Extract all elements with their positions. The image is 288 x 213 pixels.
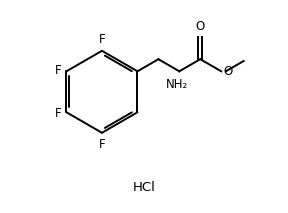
- Text: O: O: [196, 20, 205, 33]
- Text: HCl: HCl: [132, 181, 156, 194]
- Text: F: F: [54, 64, 61, 77]
- Text: O: O: [224, 65, 233, 78]
- Text: NH₂: NH₂: [166, 78, 188, 91]
- Text: F: F: [54, 107, 61, 120]
- Text: F: F: [99, 33, 105, 46]
- Text: F: F: [99, 138, 105, 151]
